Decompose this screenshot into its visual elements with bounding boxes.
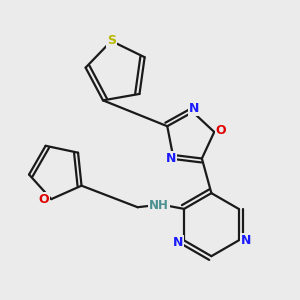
Text: N: N — [241, 234, 251, 247]
Text: N: N — [173, 236, 183, 249]
Text: N: N — [166, 152, 176, 165]
Text: O: O — [39, 193, 49, 206]
Text: O: O — [216, 124, 226, 137]
Text: N: N — [189, 101, 200, 115]
Text: NH: NH — [149, 199, 169, 212]
Text: S: S — [107, 34, 116, 47]
